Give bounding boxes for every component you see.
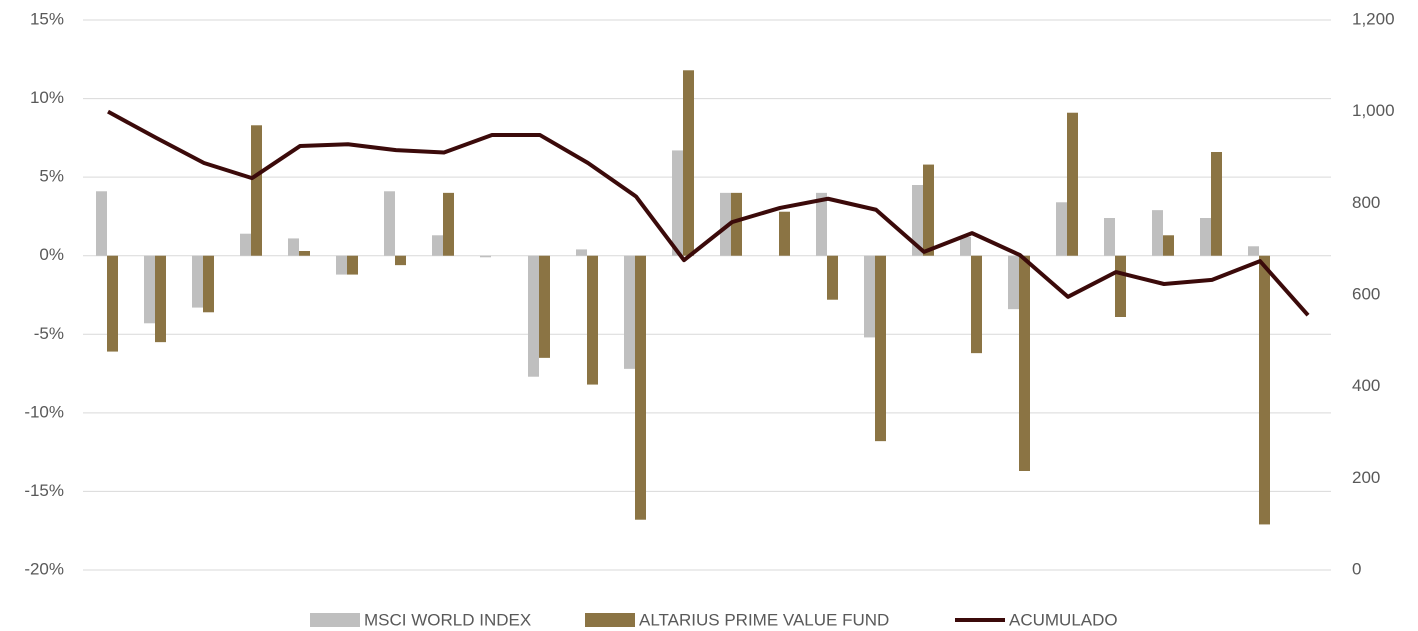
y2-tick-label: 0: [1352, 559, 1361, 578]
bar: [1008, 255, 1019, 310]
bar: [720, 192, 731, 256]
legend-label: ACUMULADO: [1009, 610, 1118, 629]
bar: [779, 211, 790, 256]
y2-tick-label: 1,000: [1352, 101, 1395, 120]
y-tick-label: -20%: [24, 559, 64, 578]
bar: [443, 192, 454, 256]
bar: [539, 255, 550, 358]
bar: [635, 255, 646, 520]
bar: [912, 185, 923, 256]
bar: [251, 125, 262, 256]
bar: [624, 255, 635, 369]
bar: [347, 255, 358, 275]
bar: [480, 255, 491, 258]
y-tick-label: 10%: [30, 88, 64, 107]
bar: [816, 192, 827, 256]
y-tick-label: -5%: [34, 324, 64, 343]
bar: [1056, 202, 1067, 256]
bar: [1248, 246, 1259, 256]
bar: [1211, 152, 1222, 256]
bar: [96, 191, 107, 256]
bar: [155, 255, 166, 343]
bar: [107, 255, 118, 352]
y-tick-label: 15%: [30, 9, 64, 28]
bar: [288, 238, 299, 256]
y-tick-label: 5%: [39, 167, 64, 186]
bar: [336, 255, 347, 275]
bar: [1200, 218, 1211, 256]
y2-tick-label: 800: [1352, 193, 1380, 212]
bar: [971, 255, 982, 354]
bar: [1259, 255, 1270, 525]
bar: [731, 192, 742, 256]
bar: [1104, 218, 1115, 256]
bar: [960, 236, 971, 256]
bar: [1067, 112, 1078, 256]
bar: [203, 255, 214, 313]
bar: [875, 255, 886, 442]
bar: [587, 255, 598, 385]
bar: [864, 255, 875, 338]
y-tick-label: -10%: [24, 402, 64, 421]
line: [107, 109, 1310, 317]
bar: [1115, 255, 1126, 317]
bar: [432, 235, 443, 256]
bar: [395, 255, 406, 266]
bar: [576, 249, 587, 256]
y2-tick-label: 400: [1352, 376, 1380, 395]
bar: [1152, 210, 1163, 256]
y-tick-label: 0%: [39, 245, 64, 264]
bar: [1019, 255, 1030, 471]
bar: [299, 251, 310, 256]
bar: [144, 255, 155, 324]
y2-tick-label: 1,200: [1352, 9, 1395, 28]
bar: [923, 164, 934, 256]
bar: [384, 191, 395, 256]
legend-label: ALTARIUS PRIME VALUE FUND: [639, 610, 889, 629]
bar: [672, 150, 683, 256]
bar: [827, 255, 838, 300]
bar: [683, 70, 694, 256]
bar: [528, 255, 539, 377]
bar: [192, 255, 203, 308]
y2-tick-label: 200: [1352, 468, 1380, 487]
y-tick-label: -15%: [24, 481, 64, 500]
legend-swatch: [310, 613, 360, 627]
legend-swatch: [585, 613, 635, 627]
bar: [1163, 235, 1174, 256]
legend-label: MSCI WORLD INDEX: [364, 610, 531, 629]
bar: [240, 233, 251, 256]
y2-tick-label: 600: [1352, 284, 1380, 303]
